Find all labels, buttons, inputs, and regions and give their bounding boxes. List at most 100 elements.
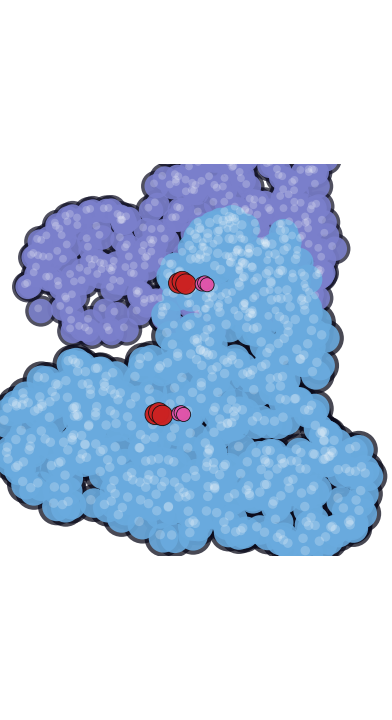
Circle shape: [346, 451, 384, 489]
Circle shape: [172, 103, 180, 111]
Circle shape: [216, 412, 246, 441]
Circle shape: [278, 266, 287, 276]
Circle shape: [85, 250, 110, 274]
Circle shape: [134, 360, 144, 369]
Circle shape: [18, 477, 27, 486]
Circle shape: [269, 76, 277, 84]
Circle shape: [104, 251, 129, 276]
Circle shape: [205, 446, 214, 455]
Circle shape: [270, 416, 279, 426]
Circle shape: [297, 199, 305, 207]
Circle shape: [179, 421, 208, 451]
Circle shape: [62, 212, 69, 220]
Circle shape: [314, 244, 322, 252]
Circle shape: [252, 233, 283, 264]
Circle shape: [72, 271, 96, 295]
Circle shape: [229, 248, 267, 286]
Circle shape: [199, 250, 237, 288]
Circle shape: [298, 212, 322, 236]
Circle shape: [82, 246, 113, 278]
Circle shape: [202, 292, 211, 302]
Circle shape: [247, 263, 257, 272]
Circle shape: [245, 190, 269, 215]
Circle shape: [200, 138, 231, 168]
Circle shape: [192, 222, 230, 260]
Circle shape: [14, 270, 45, 301]
Circle shape: [351, 467, 360, 476]
Circle shape: [357, 462, 366, 472]
Circle shape: [181, 344, 219, 382]
Circle shape: [267, 402, 305, 439]
Circle shape: [188, 216, 218, 246]
Circle shape: [106, 283, 114, 291]
Circle shape: [223, 207, 247, 232]
Circle shape: [112, 482, 150, 519]
Circle shape: [315, 511, 353, 549]
Circle shape: [107, 388, 136, 418]
Circle shape: [264, 54, 272, 61]
Circle shape: [236, 89, 260, 112]
Circle shape: [252, 247, 262, 256]
Circle shape: [226, 257, 258, 288]
Circle shape: [287, 157, 319, 188]
Circle shape: [288, 63, 312, 88]
Circle shape: [299, 300, 309, 310]
Circle shape: [13, 461, 23, 470]
Circle shape: [304, 405, 314, 415]
Circle shape: [172, 432, 210, 470]
Circle shape: [132, 341, 171, 379]
Circle shape: [310, 145, 318, 153]
Circle shape: [107, 268, 138, 300]
Circle shape: [2, 447, 11, 457]
Circle shape: [285, 171, 309, 195]
Circle shape: [67, 369, 105, 406]
Circle shape: [260, 153, 285, 177]
Circle shape: [196, 442, 226, 472]
Circle shape: [192, 217, 230, 256]
Circle shape: [272, 310, 310, 348]
Circle shape: [224, 492, 233, 503]
Circle shape: [284, 237, 316, 268]
Circle shape: [250, 277, 258, 285]
Circle shape: [5, 395, 34, 424]
Circle shape: [281, 96, 289, 104]
Circle shape: [227, 359, 265, 396]
Circle shape: [293, 112, 325, 143]
Circle shape: [111, 489, 120, 498]
Circle shape: [281, 167, 313, 198]
Circle shape: [219, 290, 243, 315]
Circle shape: [296, 474, 334, 512]
Circle shape: [272, 88, 303, 119]
Circle shape: [236, 450, 265, 480]
Circle shape: [88, 264, 112, 289]
Circle shape: [191, 472, 200, 481]
Circle shape: [295, 354, 305, 364]
Circle shape: [202, 458, 232, 487]
Circle shape: [198, 438, 227, 468]
Circle shape: [111, 211, 135, 235]
Circle shape: [276, 314, 306, 343]
Circle shape: [201, 343, 230, 373]
Circle shape: [196, 345, 205, 354]
Circle shape: [238, 308, 263, 333]
Circle shape: [202, 216, 240, 253]
Circle shape: [166, 276, 197, 307]
Circle shape: [52, 382, 90, 420]
Circle shape: [42, 273, 50, 281]
Circle shape: [76, 372, 106, 402]
Circle shape: [13, 387, 51, 425]
Circle shape: [3, 454, 13, 464]
Circle shape: [230, 265, 261, 296]
Circle shape: [120, 414, 149, 444]
Circle shape: [245, 271, 269, 296]
Circle shape: [307, 205, 315, 213]
Circle shape: [272, 282, 310, 320]
Circle shape: [166, 170, 191, 194]
Circle shape: [64, 204, 95, 236]
Circle shape: [139, 198, 163, 222]
Circle shape: [330, 453, 368, 491]
Circle shape: [69, 431, 78, 440]
Circle shape: [228, 240, 252, 264]
Circle shape: [68, 436, 77, 445]
Circle shape: [227, 198, 258, 230]
